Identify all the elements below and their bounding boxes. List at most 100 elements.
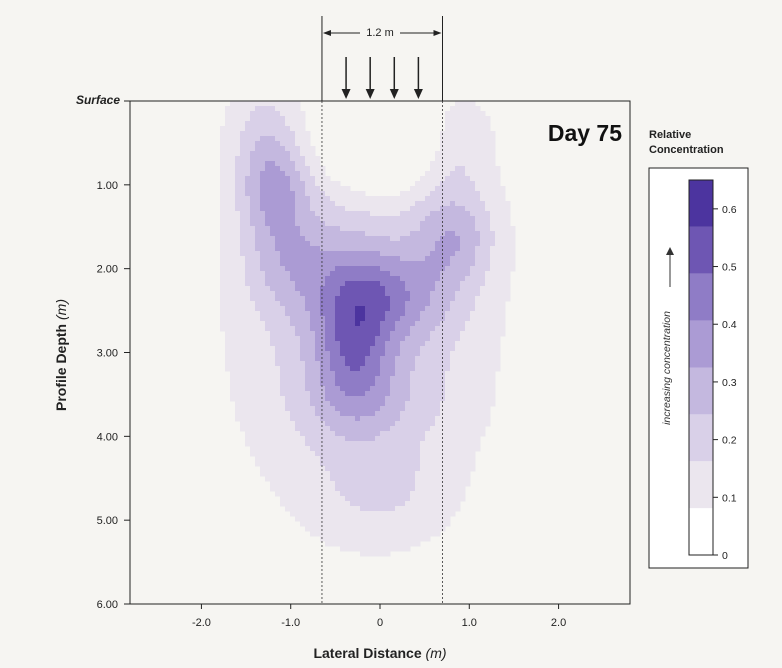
heatmap-cell <box>295 266 301 272</box>
heatmap-cell <box>305 476 311 482</box>
heatmap-cell <box>305 441 311 447</box>
heatmap-cell <box>290 196 296 202</box>
heatmap-cell <box>290 331 296 337</box>
heatmap-cell <box>290 466 296 472</box>
heatmap-cell <box>425 316 431 322</box>
heatmap-cell <box>455 411 461 417</box>
heatmap-cell <box>330 266 336 272</box>
heatmap-cell <box>420 226 426 232</box>
heatmap-cell <box>395 216 401 222</box>
heatmap-cell <box>360 361 366 367</box>
heatmap-cell <box>485 191 491 197</box>
heatmap-cell <box>360 411 366 417</box>
heatmap-cell <box>340 226 346 232</box>
heatmap-cell <box>370 296 376 302</box>
heatmap-cell <box>475 321 481 327</box>
heatmap-cell <box>505 206 511 212</box>
heatmap-cell <box>385 541 391 547</box>
heatmap-cell <box>300 331 306 337</box>
heatmap-cell <box>295 306 301 312</box>
heatmap-cell <box>420 471 426 477</box>
heatmap-cell <box>460 321 466 327</box>
heatmap-cell <box>365 196 371 202</box>
heatmap-cell <box>270 351 276 357</box>
heatmap-cell <box>340 501 346 507</box>
heatmap-cell <box>230 381 236 387</box>
heatmap-cell <box>280 116 286 122</box>
heatmap-cell <box>405 401 411 407</box>
heatmap-cell <box>305 211 311 217</box>
heatmap-cell <box>250 146 256 152</box>
heatmap-cell <box>465 461 471 467</box>
heatmap-cell <box>250 136 256 142</box>
heatmap-cell <box>320 336 326 342</box>
heatmap-cell <box>290 126 296 132</box>
heatmap-cell <box>260 221 266 227</box>
heatmap-cell <box>275 311 281 317</box>
heatmap-cell <box>380 351 386 357</box>
heatmap-cell <box>445 516 451 522</box>
heatmap-cell <box>345 201 351 207</box>
heatmap-cell <box>310 456 316 462</box>
heatmap-cell <box>400 271 406 277</box>
heatmap-cell <box>395 201 401 207</box>
heatmap-cell <box>375 416 381 422</box>
heatmap-cell <box>255 321 261 327</box>
heatmap-cell <box>365 491 371 497</box>
heatmap-cell <box>340 261 346 267</box>
heatmap-cell <box>450 406 456 412</box>
heatmap-cell <box>370 341 376 347</box>
heatmap-cell <box>450 326 456 332</box>
heatmap-cell <box>345 446 351 452</box>
heatmap-cell <box>345 306 351 312</box>
heatmap-cell <box>450 141 456 147</box>
heatmap-cell <box>315 496 321 502</box>
heatmap-cell <box>410 486 416 492</box>
heatmap-cell <box>235 276 241 282</box>
colorbar-caption: increasing concentration <box>661 311 673 425</box>
heatmap-cell <box>400 356 406 362</box>
heatmap-cell <box>280 106 286 112</box>
heatmap-cell <box>395 331 401 337</box>
heatmap-cell <box>340 186 346 192</box>
heatmap-cell <box>410 241 416 247</box>
heatmap-cell <box>450 431 456 437</box>
heatmap-cell <box>395 301 401 307</box>
heatmap-cell <box>470 466 476 472</box>
heatmap-cell <box>260 241 266 247</box>
heatmap-cell <box>315 161 321 167</box>
heatmap-cell <box>295 276 301 282</box>
heatmap-cell <box>280 216 286 222</box>
heatmap-cell <box>475 106 481 112</box>
heatmap-cell <box>500 186 506 192</box>
heatmap-cell <box>440 226 446 232</box>
heatmap-cell <box>485 401 491 407</box>
heatmap-cell <box>435 476 441 482</box>
heatmap-cell <box>345 231 351 237</box>
heatmap-cell <box>365 316 371 322</box>
heatmap-cell <box>255 271 261 277</box>
heatmap-cell <box>325 196 331 202</box>
heatmap-cell <box>330 486 336 492</box>
heatmap-cell <box>380 436 386 442</box>
heatmap-cell <box>285 201 291 207</box>
heatmap-cell <box>410 411 416 417</box>
heatmap-cell <box>480 251 486 257</box>
heatmap-cell <box>450 216 456 222</box>
heatmap-cell <box>370 351 376 357</box>
heatmap-cell <box>480 136 486 142</box>
heatmap-cell <box>330 461 336 467</box>
heatmap-cell <box>370 496 376 502</box>
heatmap-cell <box>240 306 246 312</box>
heatmap-cell <box>475 251 481 257</box>
heatmap-cell <box>220 291 226 297</box>
heatmap-cell <box>255 111 261 117</box>
heatmap-cell <box>345 406 351 412</box>
heatmap-cell <box>260 446 266 452</box>
heatmap-cell <box>280 186 286 192</box>
heatmap-cell <box>300 376 306 382</box>
heatmap-cell <box>250 371 256 377</box>
heatmap-cell <box>295 406 301 412</box>
heatmap-cell <box>410 231 416 237</box>
heatmap-cell <box>255 101 261 107</box>
